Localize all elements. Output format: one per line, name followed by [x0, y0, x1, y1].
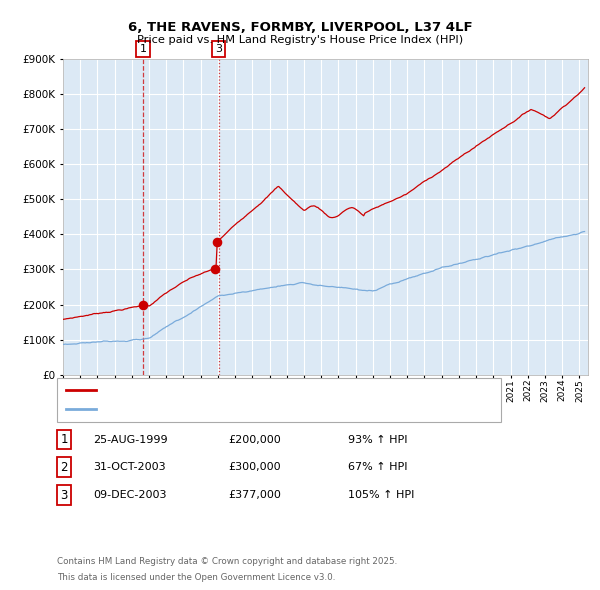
FancyBboxPatch shape: [57, 378, 501, 422]
Text: 105% ↑ HPI: 105% ↑ HPI: [348, 490, 415, 500]
Text: Contains HM Land Registry data © Crown copyright and database right 2025.: Contains HM Land Registry data © Crown c…: [57, 557, 397, 566]
Text: This data is licensed under the Open Government Licence v3.0.: This data is licensed under the Open Gov…: [57, 572, 335, 582]
Text: 6, THE RAVENS, FORMBY, LIVERPOOL, L37 4LF (detached house): 6, THE RAVENS, FORMBY, LIVERPOOL, L37 4L…: [102, 385, 422, 395]
Text: 3: 3: [61, 489, 68, 502]
Text: 93% ↑ HPI: 93% ↑ HPI: [348, 435, 407, 444]
Text: 09-DEC-2003: 09-DEC-2003: [93, 490, 167, 500]
Text: 1: 1: [140, 44, 146, 54]
Point: [212, 238, 221, 247]
Text: HPI: Average price, detached house, Sefton: HPI: Average price, detached house, Seft…: [102, 405, 319, 414]
Text: Price paid vs. HM Land Registry's House Price Index (HPI): Price paid vs. HM Land Registry's House …: [137, 35, 463, 45]
Text: 31-OCT-2003: 31-OCT-2003: [93, 463, 166, 472]
Point: [138, 300, 148, 309]
Text: £200,000: £200,000: [228, 435, 281, 444]
Text: 2: 2: [61, 461, 68, 474]
Text: £377,000: £377,000: [228, 490, 281, 500]
Text: 67% ↑ HPI: 67% ↑ HPI: [348, 463, 407, 472]
Text: 3: 3: [215, 44, 222, 54]
Text: 25-AUG-1999: 25-AUG-1999: [93, 435, 167, 444]
Text: 6, THE RAVENS, FORMBY, LIVERPOOL, L37 4LF: 6, THE RAVENS, FORMBY, LIVERPOOL, L37 4L…: [128, 21, 472, 34]
Text: £300,000: £300,000: [228, 463, 281, 472]
Text: 1: 1: [61, 433, 68, 446]
Point: [210, 265, 220, 274]
